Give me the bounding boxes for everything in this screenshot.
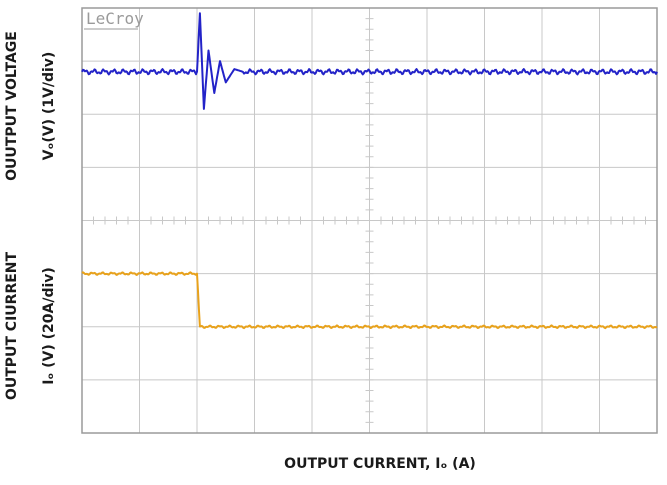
current-axis-units: Iₒ (V) (20A/div): [41, 267, 57, 385]
brand-logo: LeCroy: [86, 9, 144, 28]
current-trace: [81, 271, 658, 330]
grid: [81, 7, 658, 434]
x-axis-label: OUTPUT CURRENT, Iₒ (A): [284, 456, 476, 472]
voltage-axis-title: OUUTPUT VOLTAGE: [4, 31, 20, 181]
voltage-trace: [81, 12, 658, 110]
current-axis-title: OUTPUT CIURRENT: [4, 251, 20, 401]
voltage-axis-units: Vₒ(V) (1V/div): [41, 51, 57, 161]
plot-frame: [81, 7, 658, 434]
traces: [81, 12, 658, 330]
